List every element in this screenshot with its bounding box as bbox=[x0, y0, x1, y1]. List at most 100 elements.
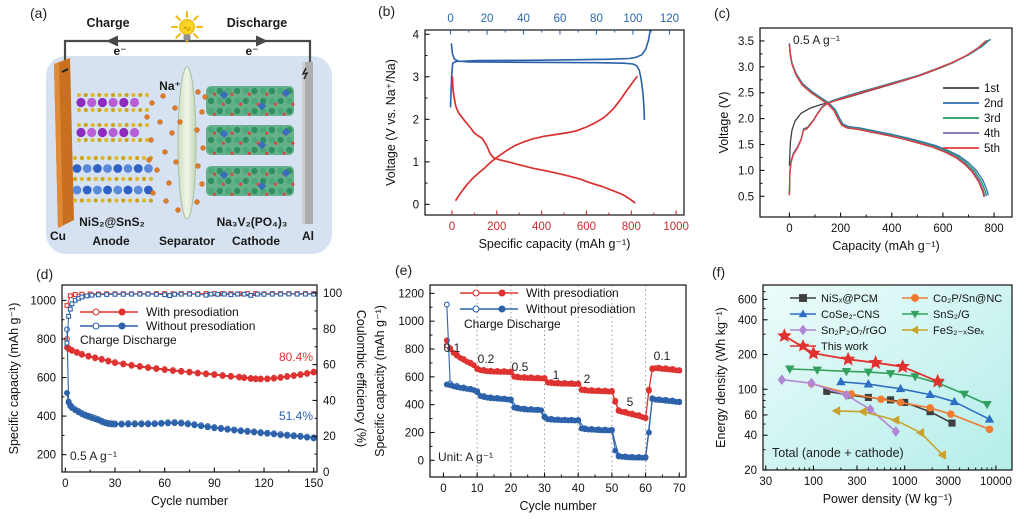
series-group bbox=[449, 29, 652, 204]
series-5th bbox=[788, 44, 985, 197]
svg-text:0: 0 bbox=[323, 467, 329, 479]
svg-text:60: 60 bbox=[554, 13, 567, 25]
svg-text:60: 60 bbox=[323, 360, 336, 372]
anode-crystals bbox=[72, 93, 153, 203]
chart-rate-capability: 0 10 20 30 40 50 60 70 0 200 400 600 800 1000 1200 Cycl… bbox=[373, 284, 687, 513]
series-group bbox=[777, 328, 995, 460]
svg-text:0: 0 bbox=[447, 13, 453, 25]
svg-text:100: 100 bbox=[323, 288, 342, 300]
na-ion bbox=[194, 127, 200, 133]
chart-voltage-profile-full-cell: 0 200 400 600 800 1000 0 20 40 60 80 100 120 0 1 2 3 4 Spe… bbox=[384, 13, 689, 251]
svg-text:0.5: 0.5 bbox=[512, 360, 529, 374]
svg-text:Cycle number: Cycle number bbox=[151, 494, 228, 508]
series-without-presodiation-discharge bbox=[443, 381, 683, 461]
series-4th bbox=[788, 44, 986, 197]
discharge-label: Discharge bbox=[226, 16, 288, 30]
na-ion bbox=[157, 119, 163, 125]
annotation: 1 bbox=[553, 368, 560, 382]
svg-text:90: 90 bbox=[208, 478, 221, 490]
svg-text:20: 20 bbox=[504, 483, 517, 495]
svg-text:Capacity (mAh g⁻¹): Capacity (mAh g⁻¹) bbox=[832, 239, 939, 253]
separator-label: Separator bbox=[158, 234, 216, 248]
panel-label-a: (a) bbox=[30, 5, 48, 21]
chart-voltage-capacity-cycles: 0 200 400 600 800 0.5 1.0 1.5 2.0 2.5 3.0 3.5 Capaci… bbox=[717, 27, 1013, 253]
cathode-crystals bbox=[206, 86, 295, 196]
annotation: 0.2 bbox=[478, 352, 495, 366]
svg-text:200: 200 bbox=[487, 221, 506, 233]
axis-ticks: 0 200 400 600 800 0.5 1.0 1.5 2.0 2.5 3.0 3.5 bbox=[738, 36, 1004, 235]
series-5th bbox=[788, 40, 987, 196]
svg-text:40: 40 bbox=[744, 430, 757, 442]
panel-label-c: (c) bbox=[714, 5, 731, 21]
series-group bbox=[443, 301, 683, 461]
series-nis2@sns2-discharge bbox=[451, 75, 636, 204]
svg-text:51.4%: 51.4% bbox=[279, 409, 313, 423]
series-this-work bbox=[777, 328, 945, 388]
svg-text:Specific capacity (mAh g⁻¹): Specific capacity (mAh g⁻¹) bbox=[7, 303, 21, 455]
svg-text:80: 80 bbox=[323, 324, 336, 336]
svg-text:0.5 A g⁻¹: 0.5 A g⁻¹ bbox=[793, 33, 840, 47]
battery-schematic bbox=[46, 11, 332, 254]
sodium-ion-label: Na⁺ bbox=[159, 79, 181, 93]
series-2nd bbox=[788, 38, 991, 194]
axis-labels: Power density (W kg⁻¹) Energy density (Wh… bbox=[714, 307, 952, 506]
annotation: 0.1 bbox=[654, 349, 671, 363]
svg-text:With presodiation: With presodiation bbox=[146, 305, 239, 319]
na-ion bbox=[150, 190, 156, 196]
charge-label: Charge bbox=[86, 16, 130, 30]
series-3rd bbox=[788, 43, 988, 197]
svg-text:100: 100 bbox=[804, 476, 823, 488]
svg-text:1000: 1000 bbox=[30, 295, 56, 307]
svg-text:0: 0 bbox=[786, 223, 792, 235]
svg-text:400: 400 bbox=[882, 223, 901, 235]
svg-text:2.0: 2.0 bbox=[738, 114, 754, 126]
legend: NiSₓ@PCM Co₂P/Sn@NC CoSe₂-CNS SnS₂/G Sn₂P₂O₇… bbox=[790, 293, 1002, 353]
svg-text:200: 200 bbox=[738, 350, 757, 362]
svg-text:FeS₂₋ₓSeₓ: FeS₂₋ₓSeₓ bbox=[933, 325, 984, 337]
svg-text:Voltage (V vs. Na⁺/Na): Voltage (V vs. Na⁺/Na) bbox=[384, 59, 398, 186]
svg-text:3000: 3000 bbox=[935, 476, 961, 488]
series-1st bbox=[788, 44, 985, 197]
bulb-rays bbox=[171, 11, 203, 43]
svg-text:This work: This work bbox=[821, 341, 869, 353]
annotation: 80.4% bbox=[279, 350, 313, 364]
panel-label-d: (d) bbox=[36, 266, 54, 282]
svg-text:100: 100 bbox=[623, 13, 642, 25]
annotation: Total (anode + cathode) bbox=[772, 446, 904, 460]
na-ion bbox=[200, 145, 206, 151]
svg-text:Unit: A g⁻¹: Unit: A g⁻¹ bbox=[438, 450, 493, 464]
svg-text:50: 50 bbox=[605, 483, 618, 495]
svg-text:0: 0 bbox=[413, 199, 419, 211]
series-cose₂-cns bbox=[836, 376, 995, 423]
svg-text:70: 70 bbox=[673, 483, 686, 495]
svg-text:CoSe₂-CNS: CoSe₂-CNS bbox=[821, 309, 880, 321]
chart-ragone-plot: 30 100 300 1000 3000 10000204060100200400600P… bbox=[714, 284, 1013, 506]
anode-label: Anode bbox=[92, 234, 130, 248]
annotation: 0.1 bbox=[444, 341, 461, 355]
svg-text:120: 120 bbox=[254, 478, 273, 490]
svg-text:0: 0 bbox=[62, 478, 68, 490]
legend: 1st 2nd 3rd 4th 5th bbox=[943, 83, 1003, 155]
svg-text:Specific capacity (mAh g⁻¹): Specific capacity (mAh g⁻¹) bbox=[479, 237, 631, 251]
series-na3v2(po4)3-discharge bbox=[450, 43, 646, 121]
na-ion bbox=[195, 89, 201, 95]
axis-labels: Cycle number Specific capacity (mAh g⁻¹) bbox=[373, 305, 597, 513]
svg-text:Coulombic efficiency (%): Coulombic efficiency (%) bbox=[354, 310, 368, 447]
series-na3v2(po4)3-charge bbox=[449, 29, 652, 108]
series-with-presodiation-discharge bbox=[64, 344, 317, 383]
series-without-presodiation-discharge bbox=[64, 390, 317, 442]
svg-text:1: 1 bbox=[413, 157, 419, 169]
na-ion bbox=[199, 109, 205, 115]
axis-ticks: 0 10 20 30 40 50 60 70 0 200 400 600 800 1000 1200 bbox=[398, 288, 685, 495]
svg-text:3.0: 3.0 bbox=[738, 62, 754, 74]
na-ion bbox=[144, 114, 150, 120]
svg-text:600: 600 bbox=[933, 223, 952, 235]
svg-text:800: 800 bbox=[405, 344, 424, 356]
na-ion bbox=[160, 93, 166, 99]
svg-text:120: 120 bbox=[660, 13, 679, 25]
svg-text:2: 2 bbox=[413, 114, 419, 126]
svg-text:60: 60 bbox=[158, 478, 171, 490]
svg-text:60: 60 bbox=[639, 483, 652, 495]
svg-text:40: 40 bbox=[323, 395, 336, 407]
